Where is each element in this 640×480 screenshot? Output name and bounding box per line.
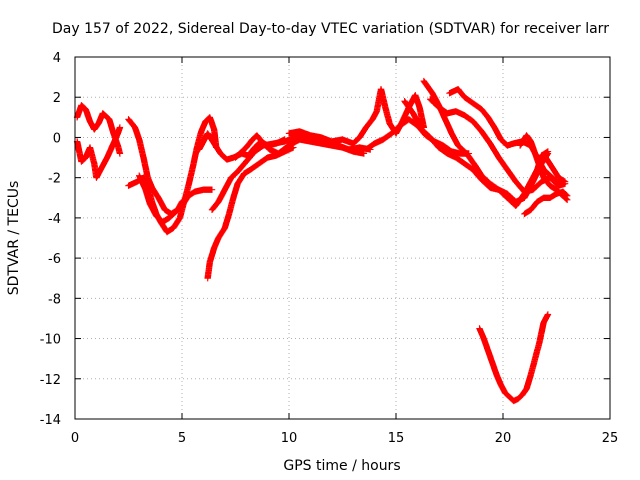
data-series-trace-7 bbox=[204, 144, 297, 282]
data-points bbox=[204, 144, 297, 282]
y-tick-label: -6 bbox=[48, 252, 61, 267]
data-series-trace-3 bbox=[125, 116, 190, 218]
data-points bbox=[542, 154, 569, 185]
data-points bbox=[232, 132, 368, 161]
x-tick-label: 20 bbox=[495, 431, 512, 446]
y-tick-label: -10 bbox=[40, 333, 61, 348]
data-points bbox=[427, 96, 569, 195]
y-tick-label: 4 bbox=[53, 51, 61, 66]
data-series-trace-2 bbox=[73, 124, 124, 181]
y-tick-label: 2 bbox=[53, 91, 61, 106]
data-series-trace-10 bbox=[285, 86, 427, 147]
plot-frame bbox=[74, 56, 611, 420]
data-series-trace-18 bbox=[542, 154, 569, 185]
y-axis-label: SDTVAR / TECUs bbox=[6, 181, 22, 296]
y-tick-label: -2 bbox=[48, 172, 61, 187]
data-points bbox=[476, 311, 552, 405]
data-series-trace-17 bbox=[521, 188, 571, 218]
x-tick-label: 25 bbox=[602, 431, 619, 446]
y-tick-label: -4 bbox=[48, 212, 61, 227]
plot-area bbox=[73, 77, 571, 405]
data-points bbox=[521, 188, 571, 218]
data-series-trace-14 bbox=[427, 96, 569, 195]
data-series-trace-9 bbox=[232, 132, 368, 161]
y-tick-label: 0 bbox=[53, 131, 61, 146]
grid bbox=[75, 57, 610, 419]
data-series-trace-19 bbox=[476, 311, 552, 405]
x-axis-label: GPS time / hours bbox=[283, 458, 400, 474]
data-series-trace-5 bbox=[136, 172, 216, 226]
y-tick-label: -14 bbox=[40, 413, 61, 428]
chart-title: Day 157 of 2022, Sidereal Day-to-day VTE… bbox=[52, 21, 609, 37]
y-tick-label: -8 bbox=[48, 292, 61, 307]
data-points bbox=[73, 124, 124, 181]
data-points bbox=[125, 116, 190, 218]
x-tick-label: 10 bbox=[281, 431, 298, 446]
y-tick-label: -12 bbox=[40, 373, 61, 388]
x-tick-label: 0 bbox=[71, 431, 79, 446]
x-tick-label: 5 bbox=[178, 431, 186, 446]
data-points bbox=[136, 172, 216, 226]
x-tick-label: 15 bbox=[388, 431, 405, 446]
data-points bbox=[285, 86, 427, 147]
